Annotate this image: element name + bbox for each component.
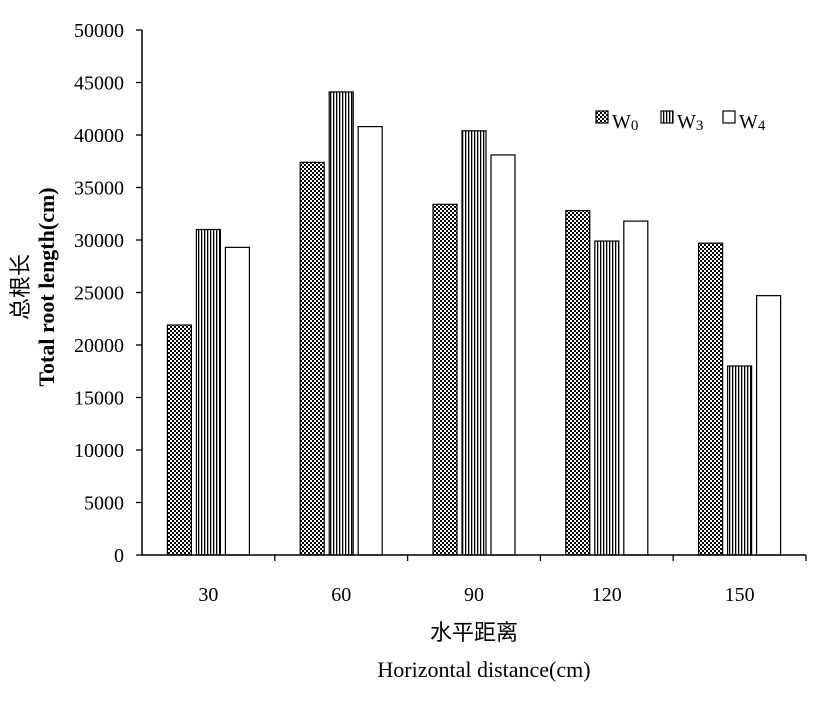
y-tick-label: 15000 — [74, 388, 124, 410]
x-tick-label: 60 — [331, 584, 351, 606]
bar-w0-150 — [697, 242, 724, 556]
y-tick-label: 30000 — [74, 230, 124, 252]
bar-w0-120 — [565, 210, 591, 556]
y-tick-label: 10000 — [74, 440, 124, 462]
bar-w0-90 — [432, 203, 458, 556]
bar-w4-30 — [224, 246, 250, 556]
y-tick-label: 50000 — [74, 20, 124, 42]
y-tick-label: 40000 — [74, 125, 124, 147]
x-tick-label: 120 — [592, 584, 622, 606]
x-axis-title-en: Horizontal distance(cm) — [377, 657, 590, 682]
y-axis-title: 总根长 Total root length(cm) — [8, 187, 59, 386]
bar-w4-90 — [490, 154, 516, 556]
bar-w3-150 — [726, 365, 753, 556]
bar-w0-30 — [166, 324, 192, 556]
x-axis-title-cn: 水平距离 — [430, 620, 518, 645]
bar-w3-30 — [195, 228, 221, 556]
y-tick-label: 0 — [114, 545, 124, 567]
y-tick-label: 35000 — [74, 178, 124, 200]
x-axis-labels: 30 60 90 120 150 — [198, 555, 807, 606]
x-tick-label: 30 — [198, 584, 218, 606]
bars — [166, 91, 782, 556]
legend-label-w0: W0 — [612, 111, 638, 134]
bar-w3-60 — [328, 91, 354, 556]
x-tick-label: 90 — [464, 584, 484, 606]
bar-w3-90 — [461, 130, 487, 556]
bar-w4-60 — [357, 125, 383, 556]
legend-label-w3: W3 — [677, 111, 703, 134]
bar-w4-120 — [623, 220, 649, 556]
y-tick-label: 25000 — [74, 283, 124, 305]
bar-w0-60 — [299, 161, 325, 556]
y-tick-label: 20000 — [74, 335, 124, 357]
y-axis-ticks: 0 5000 10000 15000 20000 25000 30000 35000 40000… — [74, 20, 142, 567]
bar-w3-120 — [594, 240, 620, 556]
bar-w4-150 — [755, 295, 782, 556]
legend-swatch-w4 — [722, 110, 736, 124]
x-tick-label: 150 — [725, 584, 755, 606]
legend-label-w4: W4 — [739, 111, 766, 134]
y-tick-label: 45000 — [74, 73, 124, 95]
y-axis-title-cn: 总根长 — [8, 254, 33, 320]
legend: W0 W3 W4 — [595, 110, 766, 134]
y-axis-title-en: Total root length(cm) — [34, 187, 59, 386]
y-tick-label: 5000 — [84, 493, 124, 515]
legend-swatch-w0 — [595, 110, 609, 124]
legend-swatch-w3 — [660, 110, 674, 124]
